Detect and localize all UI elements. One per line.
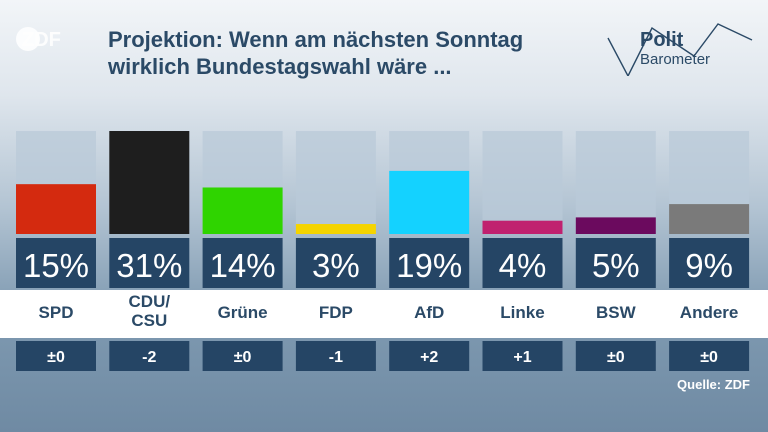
bar-2-value-label: 14% xyxy=(210,247,276,284)
bar-1-fill xyxy=(109,131,190,234)
chart-title: Projektion: Wenn am nächsten Sonntag wir… xyxy=(108,26,578,80)
bar-2-fill xyxy=(202,187,283,234)
brand-line-1: Polit xyxy=(640,29,684,51)
zdf-logo-text: ZDF xyxy=(22,29,61,51)
bar-2-category-label: Grüne xyxy=(218,303,268,322)
bar-1-category-label: CDU/ xyxy=(129,292,171,311)
bar-4-category-label: AfD xyxy=(414,303,444,322)
bar-4-value-label: 19% xyxy=(396,247,462,284)
bar-4-change-label: +2 xyxy=(420,349,438,366)
bar-6-change-box xyxy=(575,341,656,371)
bar-1-value-box xyxy=(109,238,190,288)
bar-2-change-label: ±0 xyxy=(234,349,252,366)
category-band xyxy=(0,290,768,338)
bar-6-value-box xyxy=(575,238,656,288)
bar-7-value-label: 9% xyxy=(685,247,733,284)
bar-5-value-label: 4% xyxy=(499,247,547,284)
title-line-1: Projektion: Wenn am nächsten Sonntag xyxy=(108,27,524,52)
bar-2-change-box xyxy=(202,341,283,371)
bar-5-value-box xyxy=(482,238,563,288)
bar-3-value-box xyxy=(295,238,376,288)
bar-7-change-box xyxy=(669,341,750,371)
bar-3-category-label: FDP xyxy=(319,303,353,322)
title-line-2: wirklich Bundestagswahl wäre ... xyxy=(108,54,452,79)
bar-0-change-label: ±0 xyxy=(47,349,65,366)
bar-7-value-box xyxy=(669,238,750,288)
bar-6-fill xyxy=(575,217,656,234)
bar-3-change-label: -1 xyxy=(329,349,343,366)
bar-4-change-box xyxy=(389,341,470,371)
source-label: Quelle: ZDF xyxy=(677,377,750,392)
bar-3-track xyxy=(295,131,376,234)
bar-0-category-label: SPD xyxy=(39,303,74,322)
bar-7-fill xyxy=(669,204,750,234)
bar-0-change-box xyxy=(16,341,96,371)
bar-3-change-box xyxy=(295,341,376,371)
bar-0-fill xyxy=(16,184,96,234)
bar-4-value-box xyxy=(389,238,470,288)
bar-2-value-box xyxy=(202,238,283,288)
bar-5-change-box xyxy=(482,341,563,371)
bar-1-change-label: -2 xyxy=(142,349,156,366)
bar-5-category-label: Linke xyxy=(500,303,544,322)
bar-1-value-label: 31% xyxy=(116,247,182,284)
zdf-logo: ZDF xyxy=(14,24,78,54)
bar-6-change-label: ±0 xyxy=(607,349,625,366)
bar-7-category-label: Andere xyxy=(680,303,739,322)
bar-3-fill xyxy=(295,224,376,234)
bar-0-value-box xyxy=(16,238,96,288)
bar-6-track xyxy=(575,131,656,234)
bar-7-change-label: ±0 xyxy=(700,349,718,366)
bar-4-fill xyxy=(389,170,470,234)
bar-6-category-label: BSW xyxy=(596,303,637,322)
bar-5-fill xyxy=(482,220,563,234)
bar-1-category-label: CSU xyxy=(131,311,167,330)
bar-6-value-label: 5% xyxy=(592,247,640,284)
bar-0-value-label: 15% xyxy=(23,247,89,284)
bar-3-value-label: 3% xyxy=(312,247,360,284)
brand-line-2: Barometer xyxy=(640,51,710,68)
bar-5-track xyxy=(482,131,563,234)
politbarometer-logo: Polit Barometer xyxy=(606,16,756,78)
bar-1-change-box xyxy=(109,341,190,371)
bar-5-change-label: +1 xyxy=(513,349,531,366)
